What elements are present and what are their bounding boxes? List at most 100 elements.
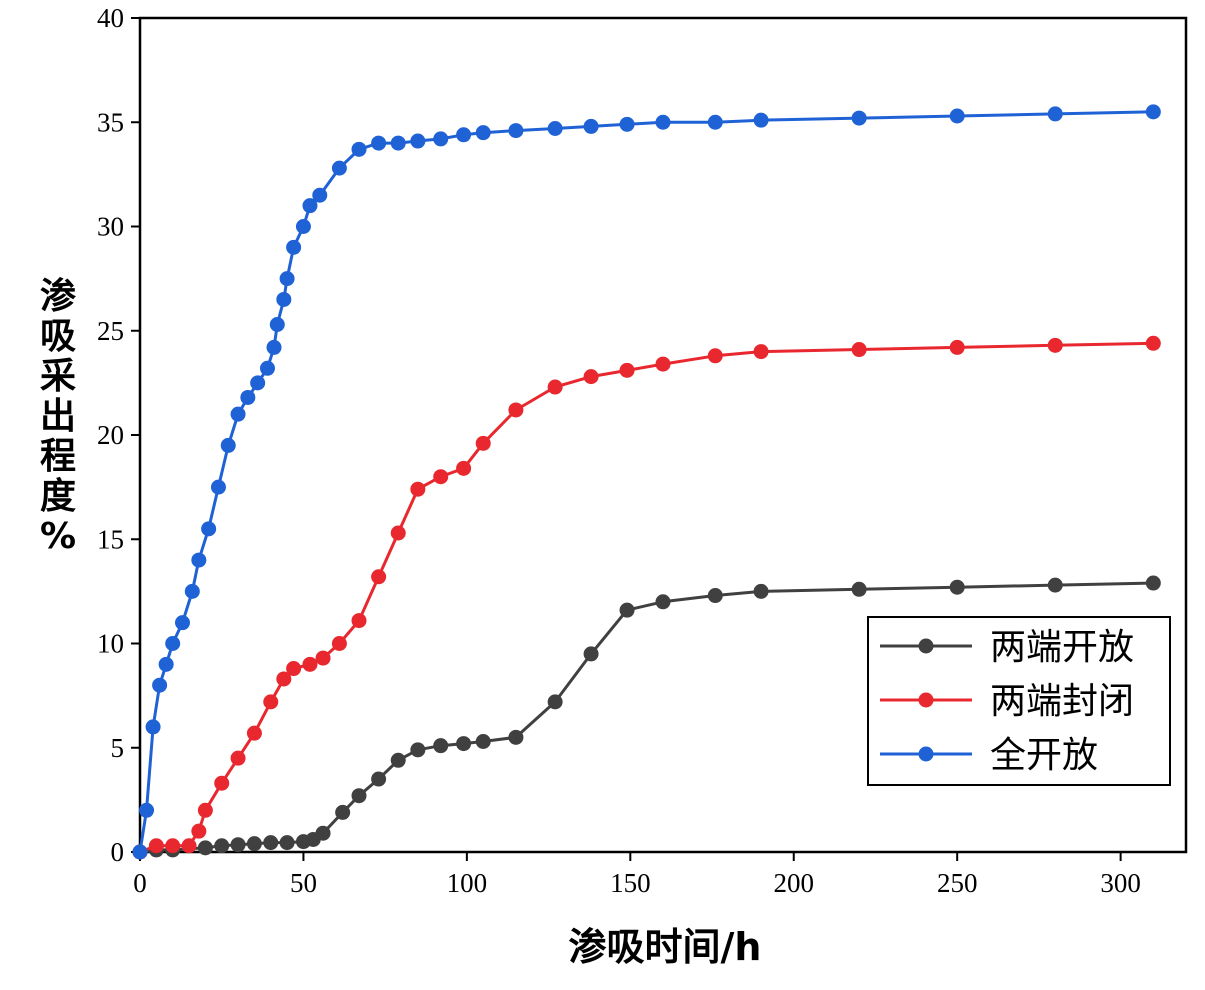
data-point — [583, 646, 599, 662]
data-point — [1145, 335, 1161, 351]
data-point — [433, 131, 449, 147]
data-point — [433, 738, 449, 754]
data-point — [707, 114, 723, 130]
data-point — [246, 725, 262, 741]
axis-ticks: 0 50 100 150 200 250 300 0 5 10 15 20 25 30 35 40 — [97, 3, 1141, 898]
data-point — [655, 356, 671, 372]
data-point — [335, 804, 351, 820]
data-point — [276, 671, 292, 687]
x-tick-label: 250 — [937, 868, 978, 898]
data-point — [132, 844, 148, 860]
x-tick-label: 100 — [447, 868, 488, 898]
x-tick-label: 0 — [133, 868, 147, 898]
data-point — [753, 112, 769, 128]
data-point — [371, 569, 387, 585]
data-point — [655, 594, 671, 610]
data-point — [508, 123, 524, 139]
data-point — [250, 375, 266, 391]
data-point — [410, 133, 426, 149]
data-point — [390, 135, 406, 151]
x-tick-label: 300 — [1100, 868, 1141, 898]
legend-label: 两端封闭 — [990, 681, 1134, 722]
data-point — [707, 588, 723, 604]
data-point — [351, 788, 367, 804]
data-point — [410, 481, 426, 497]
data-point — [655, 114, 671, 130]
data-point — [753, 583, 769, 599]
data-point — [158, 656, 174, 672]
data-point — [619, 362, 635, 378]
data-point — [263, 835, 279, 851]
data-point — [145, 719, 161, 735]
data-point — [351, 613, 367, 629]
data-point — [230, 837, 246, 853]
data-point — [295, 219, 311, 234]
data-point — [210, 479, 226, 495]
data-point — [547, 121, 563, 137]
data-point — [949, 339, 965, 355]
data-point — [230, 406, 246, 422]
x-tick-label: 200 — [774, 868, 815, 898]
data-point — [286, 661, 302, 677]
data-point — [214, 775, 230, 791]
data-point — [191, 552, 207, 568]
data-point — [547, 694, 563, 710]
legend-label: 全开放 — [990, 735, 1098, 776]
data-point — [165, 636, 181, 651]
data-point — [279, 271, 295, 287]
data-point — [390, 752, 406, 768]
data-point — [433, 469, 449, 485]
data-point — [949, 579, 965, 595]
y-tick-label: 15 — [97, 524, 124, 554]
data-point — [508, 402, 524, 418]
x-axis-title: 渗吸时间/h — [569, 925, 762, 969]
data-point — [583, 369, 599, 385]
data-point — [266, 339, 282, 355]
data-point — [220, 437, 236, 453]
data-point — [851, 581, 867, 597]
data-point — [165, 838, 181, 854]
data-point — [240, 389, 256, 405]
data-point — [197, 802, 213, 818]
data-point — [246, 836, 262, 852]
series-1 — [132, 575, 1161, 860]
y-tick-label: 0 — [111, 837, 125, 867]
x-tick-label: 150 — [610, 868, 651, 898]
data-point — [851, 342, 867, 358]
data-point — [286, 239, 302, 255]
data-point — [456, 460, 472, 476]
data-point — [230, 750, 246, 766]
data-point — [315, 825, 331, 841]
data-point — [191, 823, 207, 839]
data-point — [259, 360, 275, 376]
y-tick-label: 35 — [97, 107, 124, 137]
data-point — [619, 116, 635, 132]
series-2 — [132, 335, 1161, 860]
data-point — [214, 838, 230, 854]
data-point — [1145, 575, 1161, 591]
legend-marker — [918, 746, 934, 762]
data-point — [456, 736, 472, 752]
y-tick-label: 25 — [97, 316, 124, 346]
data-point — [371, 771, 387, 787]
data-point — [1047, 337, 1063, 353]
y-tick-label: 40 — [97, 3, 124, 33]
data-point — [619, 602, 635, 618]
legend-marker — [918, 638, 934, 654]
data-point — [1047, 106, 1063, 122]
data-point — [456, 127, 472, 143]
data-point — [1145, 104, 1161, 120]
data-point — [707, 348, 723, 364]
data-point — [152, 677, 168, 693]
y-tick-label: 30 — [97, 212, 124, 242]
data-point — [269, 316, 285, 332]
data-point — [181, 838, 197, 854]
data-point — [1047, 577, 1063, 593]
y-tick-label: 10 — [97, 629, 124, 659]
data-point — [508, 729, 524, 745]
data-point — [371, 135, 387, 151]
data-point — [390, 525, 406, 541]
